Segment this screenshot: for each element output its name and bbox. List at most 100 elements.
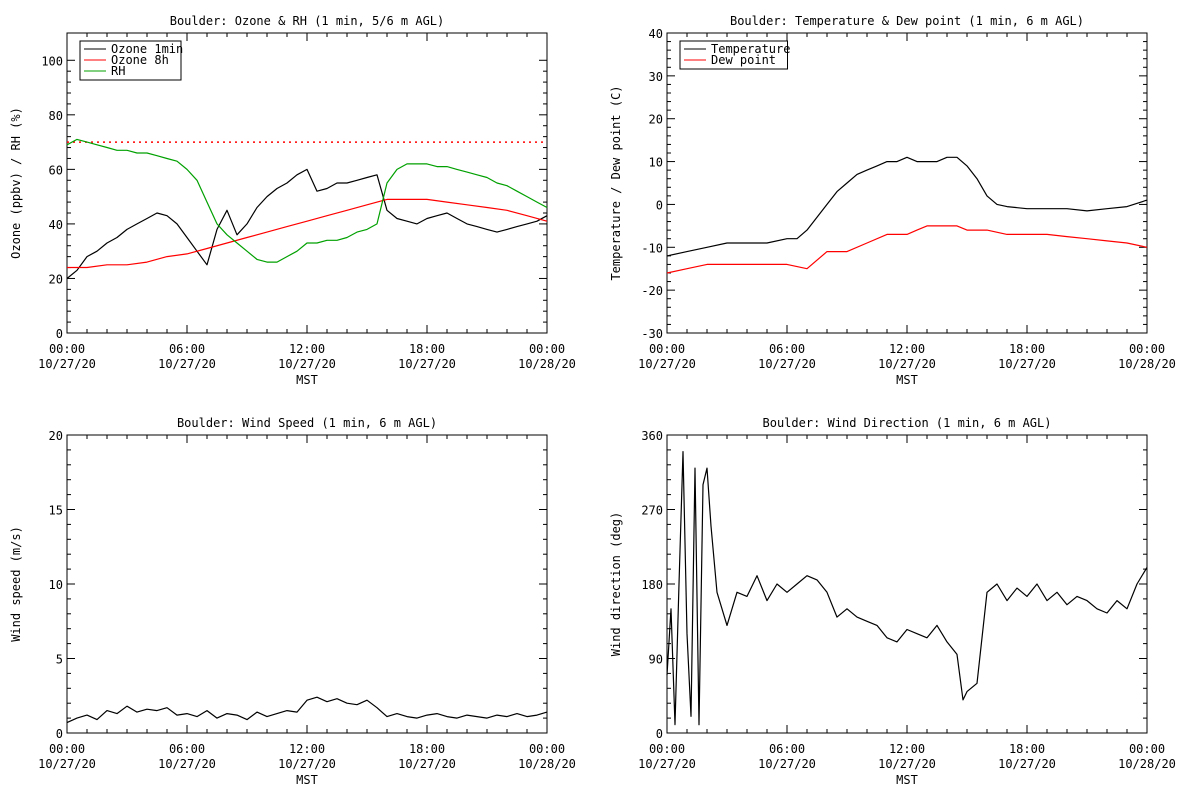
x-axis-label: MST xyxy=(896,773,918,787)
y-tick-label: 0 xyxy=(56,327,63,341)
y-tick-label: -30 xyxy=(641,327,663,341)
x-tick-label: 18:00 xyxy=(1009,742,1045,756)
x-tick-date-label: 10/27/20 xyxy=(638,357,696,371)
x-tick-label: 06:00 xyxy=(769,342,805,356)
x-tick-label: 18:00 xyxy=(1009,342,1045,356)
x-tick-label: 18:00 xyxy=(409,342,445,356)
y-tick-label: 100 xyxy=(41,54,63,68)
x-tick-label: 00:00 xyxy=(49,742,85,756)
x-tick-date-label: 10/27/20 xyxy=(398,757,456,771)
series-line-rh xyxy=(66,138,548,263)
chart-panel-2: Boulder: Temperature & Dew point (1 min,… xyxy=(609,14,1176,387)
x-tick-label: 12:00 xyxy=(889,342,925,356)
legend-label: Ozone 8h xyxy=(111,53,169,67)
series-line-1 xyxy=(66,696,548,724)
series-line-1 xyxy=(666,451,1148,726)
x-tick-date-label: 10/27/20 xyxy=(638,757,696,771)
x-tick-date-label: 10/27/20 xyxy=(38,757,96,771)
x-tick-label: 00:00 xyxy=(1129,742,1165,756)
x-tick-date-label: 10/27/20 xyxy=(278,357,336,371)
chart-panel-1: Boulder: Ozone & RH (1 min, 5/6 m AGL) 0 2… xyxy=(9,14,576,387)
y-tick-label: 10 xyxy=(49,578,63,592)
x-tick-label: 06:00 xyxy=(769,742,805,756)
y-tick-label: 0 xyxy=(656,198,663,212)
chart-title: Boulder: Temperature & Dew point (1 min,… xyxy=(730,14,1084,28)
y-axis-label: Wind direction (deg) xyxy=(609,512,623,657)
x-tick-label: 00:00 xyxy=(1129,342,1165,356)
x-axis-label: MST xyxy=(296,773,318,787)
legend-box xyxy=(679,40,788,70)
plot-frame xyxy=(666,434,1148,734)
x-axis-label: MST xyxy=(896,373,918,387)
x-tick-date-label: 10/27/20 xyxy=(758,357,816,371)
y-tick-label: -10 xyxy=(641,241,663,255)
y-tick-label: 20 xyxy=(49,272,63,286)
x-tick-label: 18:00 xyxy=(409,742,445,756)
x-tick-label: 00:00 xyxy=(649,742,685,756)
x-tick-label: 12:00 xyxy=(889,742,925,756)
x-tick-date-label: 10/28/20 xyxy=(518,357,576,371)
x-tick-date-label: 10/27/20 xyxy=(158,357,216,371)
legend-label: RH xyxy=(111,64,125,78)
chart-title: Boulder: Wind Speed (1 min, 6 m AGL) xyxy=(177,416,437,430)
x-tick-label: 06:00 xyxy=(169,742,205,756)
x-tick-date-label: 10/27/20 xyxy=(278,757,336,771)
y-tick-label: 20 xyxy=(49,429,63,443)
x-tick-label: 00:00 xyxy=(49,342,85,356)
y-tick-label: 180 xyxy=(641,578,663,592)
y-tick-label: 5 xyxy=(56,653,63,667)
plot-frame xyxy=(666,32,1148,334)
x-tick-label: 00:00 xyxy=(529,742,565,756)
legend-label: Ozone 1min xyxy=(111,42,183,56)
x-tick-label: 06:00 xyxy=(169,342,205,356)
series-line-ozone-1min xyxy=(66,168,548,279)
x-tick-date-label: 10/27/20 xyxy=(998,357,1056,371)
y-tick-label: 40 xyxy=(649,27,663,41)
x-tick-date-label: 10/28/20 xyxy=(518,757,576,771)
chart-panel-3: Boulder: Wind Speed (1 min, 6 m AGL) 0 5 10… xyxy=(9,416,576,787)
x-tick-date-label: 10/28/20 xyxy=(1118,357,1176,371)
y-tick-label: 80 xyxy=(49,109,63,123)
x-tick-date-label: 10/27/20 xyxy=(878,357,936,371)
x-tick-date-label: 10/27/20 xyxy=(758,757,816,771)
y-tick-label: 0 xyxy=(56,727,63,741)
x-tick-label: 12:00 xyxy=(289,742,325,756)
x-tick-date-label: 10/27/20 xyxy=(158,757,216,771)
y-axis-label: Temperature / Dew point (C) xyxy=(609,85,623,280)
x-tick-date-label: 10/28/20 xyxy=(1118,757,1176,771)
series-line-ozone-8h xyxy=(67,198,548,269)
x-tick-date-label: 10/27/20 xyxy=(998,757,1056,771)
x-tick-date-label: 10/27/20 xyxy=(878,757,936,771)
chart-title: Boulder: Ozone & RH (1 min, 5/6 m AGL) xyxy=(170,14,445,28)
x-tick-date-label: 10/27/20 xyxy=(38,357,96,371)
x-tick-label: 12:00 xyxy=(289,342,325,356)
x-tick-label: 00:00 xyxy=(649,342,685,356)
x-tick-date-label: 10/27/20 xyxy=(398,357,456,371)
series-line-temperature xyxy=(666,156,1148,257)
y-axis-label: Wind speed (m/s) xyxy=(9,526,23,642)
y-tick-label: 10 xyxy=(649,156,663,170)
y-tick-label: 360 xyxy=(641,429,663,443)
y-tick-label: 30 xyxy=(649,70,663,84)
legend-label: Dew point xyxy=(711,53,776,67)
chart-title: Boulder: Wind Direction (1 min, 6 m AGL) xyxy=(763,416,1052,430)
x-axis-label: MST xyxy=(296,373,318,387)
series-line-dew-point xyxy=(666,225,1148,274)
chart-panel-4: Boulder: Wind Direction (1 min, 6 m AGL)… xyxy=(609,416,1176,787)
y-tick-label: -20 xyxy=(641,284,663,298)
y-tick-label: 15 xyxy=(49,504,63,518)
y-tick-label: 40 xyxy=(49,218,63,232)
y-tick-label: 90 xyxy=(649,653,663,667)
y-tick-label: 60 xyxy=(49,163,63,177)
plot-frame xyxy=(66,434,548,734)
y-tick-label: 0 xyxy=(656,727,663,741)
y-tick-label: 270 xyxy=(641,504,663,518)
y-axis-label: Ozone (ppbv) / RH (%) xyxy=(9,107,23,259)
y-tick-label: 20 xyxy=(649,113,663,127)
legend-label: Temperature xyxy=(711,42,790,56)
x-tick-label: 00:00 xyxy=(529,342,565,356)
